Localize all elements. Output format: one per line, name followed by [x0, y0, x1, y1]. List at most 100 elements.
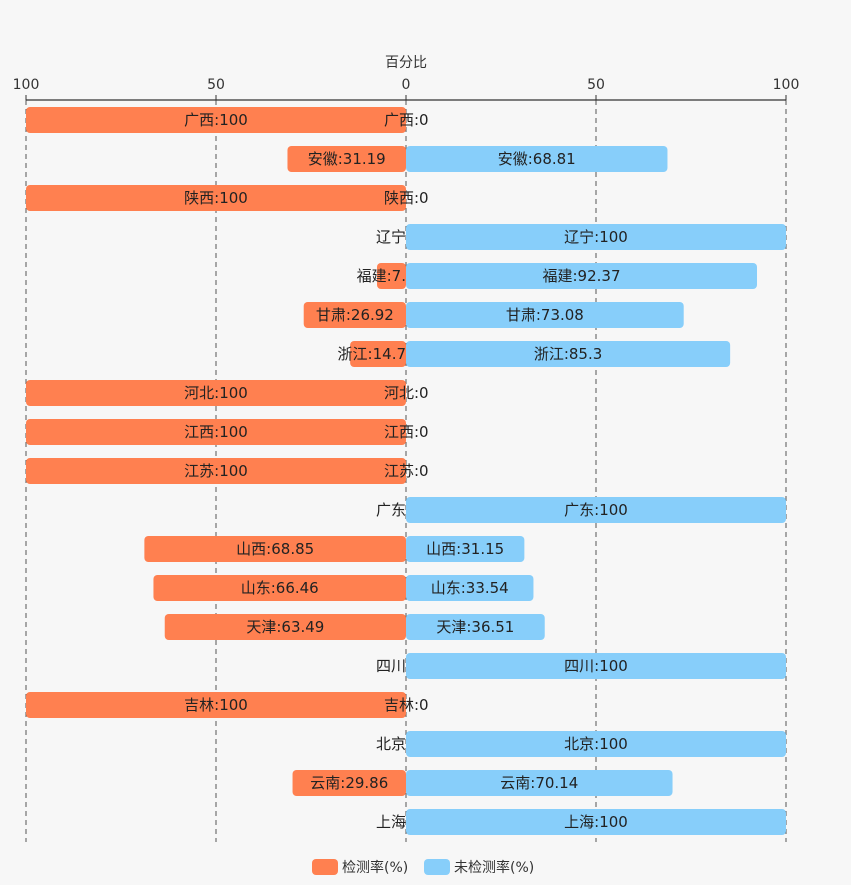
bar-detected[interactable] [26, 692, 406, 718]
legend-item[interactable]: 检测率(%) [312, 859, 408, 876]
bar-undetected[interactable] [406, 575, 534, 601]
data-label-undetected: 浙江:85.3 [534, 345, 602, 363]
data-label-undetected: 山西:31.15 [426, 540, 504, 558]
bar-detected[interactable] [350, 341, 406, 367]
data-label-undetected: 辽宁:100 [564, 228, 628, 246]
data-label-detected: 河北:100 [184, 384, 248, 402]
bar-undetected[interactable] [406, 497, 786, 523]
bar-detected[interactable] [26, 419, 406, 445]
bar-undetected[interactable] [406, 341, 731, 367]
data-label-detected: 四川 [376, 657, 406, 675]
data-label-undetected: 天津:36.51 [436, 618, 514, 636]
bar-row: 江苏:100 江苏:0 [26, 458, 429, 484]
data-label-detected: 浙江:14.7 [338, 345, 406, 363]
data-label-undetected: 江西:0 [384, 423, 429, 441]
data-label-undetected: 广西:0 [384, 111, 429, 129]
bar-undetected[interactable] [406, 536, 525, 562]
tick-label: 100 [773, 77, 800, 93]
bar-undetected[interactable] [406, 809, 786, 835]
bar-row: 广东 广东:100 [376, 497, 786, 523]
bar-undetected[interactable] [406, 614, 545, 640]
top-axis: 100 50 0 50 100 [13, 77, 800, 101]
bar-detected[interactable] [292, 770, 406, 796]
bar-row: 四川 四川:100 [376, 653, 786, 679]
data-label-undetected: 北京:100 [564, 735, 628, 753]
bar-detected[interactable] [377, 263, 406, 289]
data-label-detected: 云南:29.86 [310, 774, 388, 792]
bar-undetected[interactable] [406, 653, 786, 679]
data-label-detected: 广东 [376, 501, 406, 519]
data-label-undetected: 福建:92.37 [543, 267, 621, 285]
bar-detected[interactable] [164, 614, 406, 640]
bar-row: 上海 上海:100 [376, 809, 786, 835]
legend-label: 未检测率(%) [454, 859, 534, 876]
bar-detected[interactable] [26, 458, 406, 484]
bar-detected[interactable] [144, 536, 406, 562]
data-label-detected: 上海 [376, 813, 406, 831]
data-label-undetected: 吉林:0 [384, 696, 429, 714]
bar-row: 福建:7. 福建:92.37 [357, 263, 758, 289]
legend-swatch [424, 859, 450, 875]
bar-detected[interactable] [287, 146, 406, 172]
bar-row: 云南:29.86 云南:70.14 [292, 770, 673, 796]
bar-row: 广西:100 广西:0 [26, 107, 429, 133]
data-label-undetected: 江苏:0 [384, 462, 429, 480]
bar-undetected[interactable] [406, 731, 786, 757]
data-label-undetected: 甘肃:73.08 [506, 306, 584, 324]
bar-row: 北京 北京:100 [376, 731, 786, 757]
bar-row: 山东:66.46 山东:33.54 [153, 575, 534, 601]
bar-detected[interactable] [153, 575, 406, 601]
bar-undetected[interactable] [406, 146, 668, 172]
data-label-detected: 陕西:100 [184, 189, 248, 207]
data-label-detected: 辽宁 [376, 228, 406, 246]
data-label-undetected: 河北:0 [384, 384, 429, 402]
tick-label: 100 [13, 77, 40, 93]
bar-row: 天津:63.49 天津:36.51 [164, 614, 545, 640]
data-label-undetected: 陕西:0 [384, 189, 429, 207]
bar-row: 甘肃:26.92 甘肃:73.08 [303, 302, 684, 328]
bar-detected[interactable] [26, 185, 406, 211]
bar-row: 山西:68.85 山西:31.15 [144, 536, 525, 562]
legend[interactable]: 检测率(%) 未检测率(%) [312, 859, 534, 876]
data-label-detected: 吉林:100 [184, 696, 248, 714]
bar-detected[interactable] [26, 107, 406, 133]
bar-row: 河北:100 河北:0 [26, 380, 429, 406]
legend-swatch [312, 859, 338, 875]
data-label-undetected: 广东:100 [564, 501, 628, 519]
bar-detected[interactable] [26, 380, 406, 406]
legend-item[interactable]: 未检测率(%) [424, 859, 534, 876]
data-label-detected: 福建:7. [357, 267, 406, 285]
tick-label: 50 [587, 77, 605, 93]
data-label-detected: 江西:100 [184, 423, 248, 441]
tick-label: 50 [207, 77, 225, 93]
data-label-detected: 安徽:31.19 [308, 150, 386, 168]
bar-row: 陕西:100 陕西:0 [26, 185, 429, 211]
bar-undetected[interactable] [406, 302, 684, 328]
data-label-undetected: 四川:100 [564, 657, 628, 675]
axis-title: 百分比 [385, 55, 427, 71]
data-label-detected: 山东:66.46 [241, 579, 319, 597]
data-label-undetected: 上海:100 [564, 813, 628, 831]
tick-label: 0 [402, 77, 411, 93]
data-label-detected: 山西:68.85 [236, 540, 314, 558]
data-label-undetected: 山东:33.54 [431, 579, 509, 597]
data-label-detected: 北京 [376, 735, 406, 753]
bar-row: 浙江:14.7 浙江:85.3 [338, 341, 731, 367]
bar-undetected[interactable] [406, 224, 786, 250]
data-label-detected: 甘肃:26.92 [316, 306, 394, 324]
bar-row: 安徽:31.19 安徽:68.81 [287, 146, 668, 172]
bar-row: 辽宁 辽宁:100 [376, 224, 786, 250]
data-label-undetected: 安徽:68.81 [498, 150, 576, 168]
data-label-undetected: 云南:70.14 [500, 774, 578, 792]
bar-undetected[interactable] [406, 770, 673, 796]
data-label-detected: 江苏:100 [184, 462, 248, 480]
bar-row: 吉林:100 吉林:0 [26, 692, 429, 718]
bar-row: 江西:100 江西:0 [26, 419, 429, 445]
data-label-detected: 天津:63.49 [246, 618, 324, 636]
data-label-detected: 广西:100 [184, 111, 248, 129]
bar-undetected[interactable] [406, 263, 758, 289]
bar-detected[interactable] [303, 302, 406, 328]
